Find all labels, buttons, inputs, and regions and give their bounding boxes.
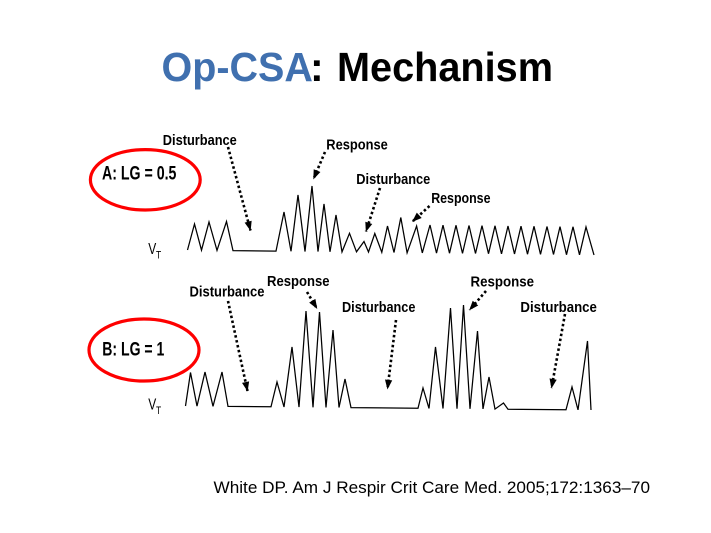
svg-text:Disturbance: Disturbance — [520, 299, 597, 316]
svg-text:Response: Response — [267, 273, 330, 290]
svg-text:Disturbance: Disturbance — [342, 299, 415, 316]
svg-text:V: V — [148, 397, 156, 414]
svg-text:A: LG = 0.5: A: LG = 0.5 — [102, 164, 177, 185]
svg-text:Response: Response — [471, 274, 535, 291]
svg-text:Mechanism: Mechanism — [337, 44, 553, 90]
svg-text:Disturbance: Disturbance — [163, 132, 237, 149]
svg-text:Disturbance: Disturbance — [356, 171, 430, 188]
svg-text:Op-CSA: Op-CSA — [162, 44, 313, 90]
svg-text::: : — [310, 44, 324, 90]
svg-text:V: V — [148, 241, 156, 258]
svg-text:T: T — [156, 405, 161, 417]
svg-text:Disturbance: Disturbance — [190, 283, 265, 300]
svg-text:Response: Response — [326, 137, 388, 154]
svg-text:T: T — [156, 250, 161, 262]
svg-text:White DP. Am J Respir Crit Car: White DP. Am J Respir Crit Care Med. 200… — [214, 478, 651, 497]
svg-text:B: LG = 1: B: LG = 1 — [102, 340, 164, 361]
svg-text:Response: Response — [431, 190, 490, 207]
